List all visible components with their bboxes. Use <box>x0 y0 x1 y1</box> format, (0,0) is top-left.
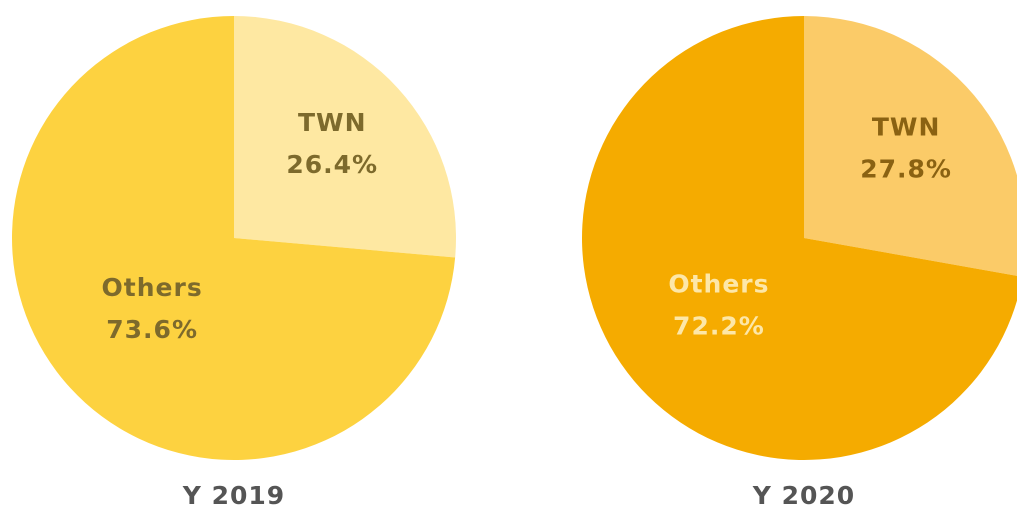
slice-value: 26.4% <box>286 150 378 179</box>
pie-title: Y 2020 <box>752 481 855 510</box>
slice-name: TWN <box>872 112 941 141</box>
slice-value: 73.6% <box>106 315 198 344</box>
pie-slice <box>804 16 1017 276</box>
pie-slice <box>234 16 456 258</box>
slice-name: Others <box>102 273 203 302</box>
slice-value: 72.2% <box>673 311 765 340</box>
slice-name: Others <box>668 269 769 298</box>
pie-slice <box>582 16 1017 460</box>
pie-title: Y 2019 <box>182 481 285 510</box>
slice-value: 27.8% <box>860 154 952 183</box>
pie-slice <box>12 16 456 460</box>
slice-name: TWN <box>298 108 367 137</box>
